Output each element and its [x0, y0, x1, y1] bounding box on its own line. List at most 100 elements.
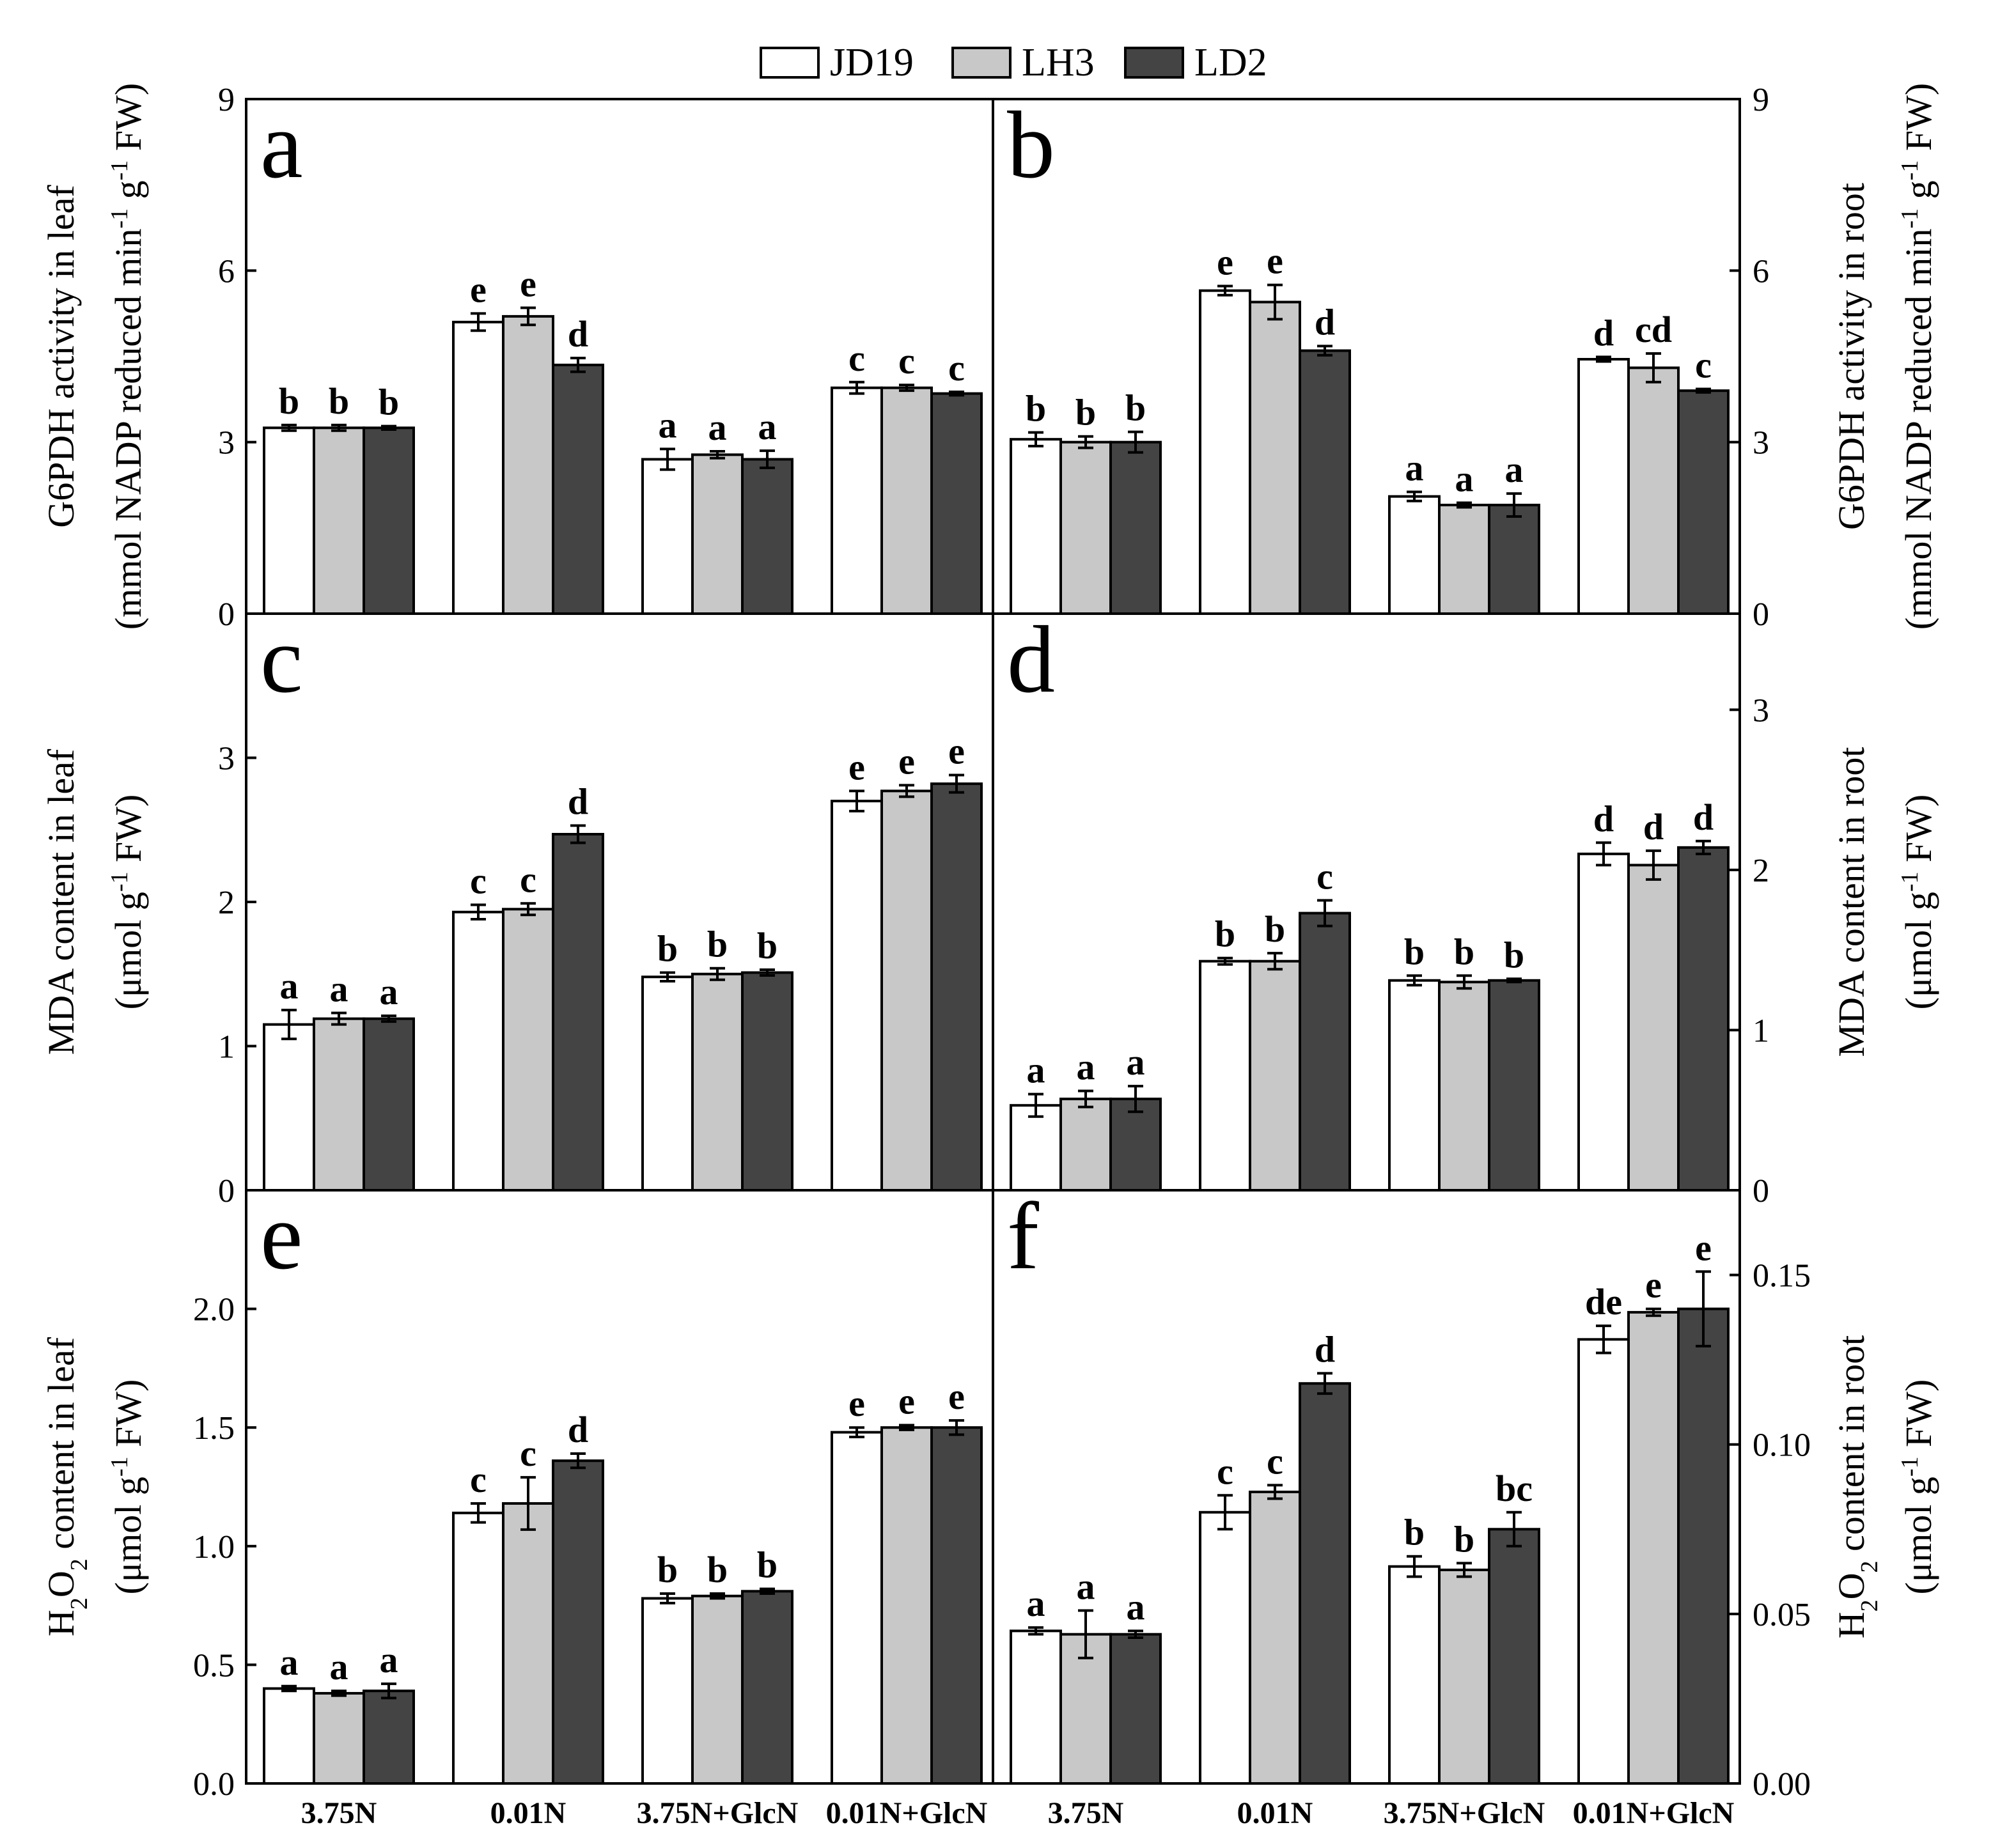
axis-title-part: content in root [1831, 1335, 1872, 1561]
bar-ld2 [1109, 1633, 1162, 1785]
y-tick-label: 0 [218, 1173, 235, 1209]
axis-title-part: 2 [1856, 1560, 1883, 1572]
significance-letter: b [1265, 908, 1285, 950]
axis-title-part: FW) [1898, 1379, 1939, 1457]
significance-letter: d [568, 780, 588, 822]
legend-item: JD19 [760, 41, 914, 84]
axis-title-part: (mmol NADP reduced min [1898, 228, 1939, 630]
significance-letter: d [1643, 806, 1664, 848]
y-tick-label: 9 [218, 82, 235, 118]
y-axis-title: (μmol g-1 FW) [1896, 1379, 1939, 1595]
significance-letter: b [657, 1549, 678, 1590]
y-tick-label: 1 [1753, 1013, 1769, 1049]
bar-lh3 [1438, 504, 1490, 615]
significance-letter: a [1077, 1566, 1095, 1608]
panel-letter: e [260, 1183, 303, 1289]
significance-letter: e [470, 268, 487, 310]
bar-lh3 [1438, 1568, 1490, 1785]
significance-letter: c [1695, 344, 1712, 385]
bar-jd19 [1388, 1565, 1441, 1785]
bar-lh3 [691, 1594, 744, 1785]
legend-label: JD19 [830, 41, 914, 84]
x-category-label: 0.01N+GlcN [826, 1796, 988, 1830]
y-axis-title: (mmol NADP reduced min-1 g-1 FW) [106, 83, 149, 630]
significance-letter: b [1454, 931, 1474, 972]
significance-letter: a [708, 407, 727, 448]
bar-lh3 [691, 972, 744, 1192]
bar-lh3 [502, 314, 554, 615]
axis-title-part: -1 [106, 160, 133, 181]
bar-jd19 [641, 975, 694, 1192]
significance-letter: e [848, 746, 865, 788]
bar-ld2 [363, 426, 415, 615]
legend-item: LH3 [951, 41, 1095, 84]
bar-jd19 [1010, 1629, 1062, 1785]
significance-letter: b [707, 924, 728, 965]
significance-letter: b [1504, 934, 1524, 975]
significance-letter: de [1585, 1281, 1622, 1323]
significance-letter: a [380, 1639, 398, 1681]
bar-jd19 [1199, 1510, 1251, 1785]
bar-lh3 [313, 1017, 365, 1192]
bar-lh3 [1249, 959, 1301, 1192]
x-category-label: 0.01N+GlcN [1573, 1796, 1735, 1830]
significance-letter: c [898, 340, 915, 382]
bar-ld2 [552, 833, 604, 1192]
y-axis-title: G6PDH activity in leaf [40, 185, 82, 528]
y-axis-title: (μmol g-1 FW) [106, 795, 149, 1010]
axis-title-part: FW) [107, 83, 149, 160]
bar-jd19 [641, 458, 694, 615]
bar-jd19 [263, 1687, 315, 1785]
bar-lh3 [1438, 981, 1490, 1192]
bar-ld2 [930, 1426, 983, 1785]
axis-title-part: O [40, 1571, 82, 1597]
axis-title-part: -1 [1896, 872, 1923, 892]
significance-letter: c [1267, 1440, 1283, 1482]
bar-ld2 [1488, 1528, 1540, 1785]
bar-lh3 [502, 908, 554, 1192]
significance-letter: e [898, 1380, 915, 1422]
y-tick-label: 0.05 [1753, 1597, 1811, 1633]
legend: JD19 LH3 LD2 [760, 41, 1267, 84]
y-tick-label: 1.0 [193, 1529, 235, 1565]
bar-ld2 [930, 782, 983, 1192]
significance-letter: a [1455, 458, 1474, 499]
axis-title-part: FW) [1898, 795, 1939, 872]
significance-letter: e [848, 1383, 865, 1424]
y-tick-label: 2 [1753, 853, 1769, 889]
bar-lh3 [1627, 864, 1680, 1192]
y-tick-label: 0.00 [1753, 1766, 1811, 1803]
axis-title-part: (μmol g [107, 1477, 149, 1594]
legend-swatch [760, 47, 820, 79]
significance-letter: b [657, 928, 678, 969]
bar-lh3 [1627, 366, 1680, 616]
significance-letter: a [330, 1646, 348, 1688]
significance-letter: b [707, 1549, 728, 1590]
x-category-label: 0.01N [490, 1796, 566, 1830]
bar-jd19 [831, 386, 883, 615]
axis-title-part: 2 [66, 1597, 93, 1610]
significance-letter: b [1026, 387, 1046, 429]
significance-letter: b [329, 380, 349, 422]
bar-ld2 [1677, 1307, 1730, 1785]
axis-title-part: FW) [107, 795, 149, 872]
significance-letter: a [1405, 447, 1424, 488]
bar-lh3 [880, 789, 933, 1192]
significance-letter: a [1127, 1041, 1145, 1083]
y-tick-label: 6 [1753, 253, 1769, 290]
panels: a 0 3 6 9 G6PDH activity in leaf (mmol NADP re… [40, 82, 1939, 1830]
panel-letter: a [260, 92, 303, 198]
significance-letter: a [280, 965, 299, 1007]
bar-ld2 [741, 971, 793, 1192]
significance-letter: c [1217, 1450, 1233, 1492]
bar-jd19 [263, 426, 315, 615]
y-tick-label: 0.0 [193, 1766, 235, 1803]
bar-jd19 [1010, 438, 1062, 615]
axis-title-part: O [1831, 1572, 1872, 1599]
bar-ld2 [1109, 440, 1162, 616]
axis-title-part: g [1898, 180, 1939, 208]
axis-title-part: -1 [1896, 208, 1923, 229]
axis-title-part: -1 [106, 208, 133, 229]
